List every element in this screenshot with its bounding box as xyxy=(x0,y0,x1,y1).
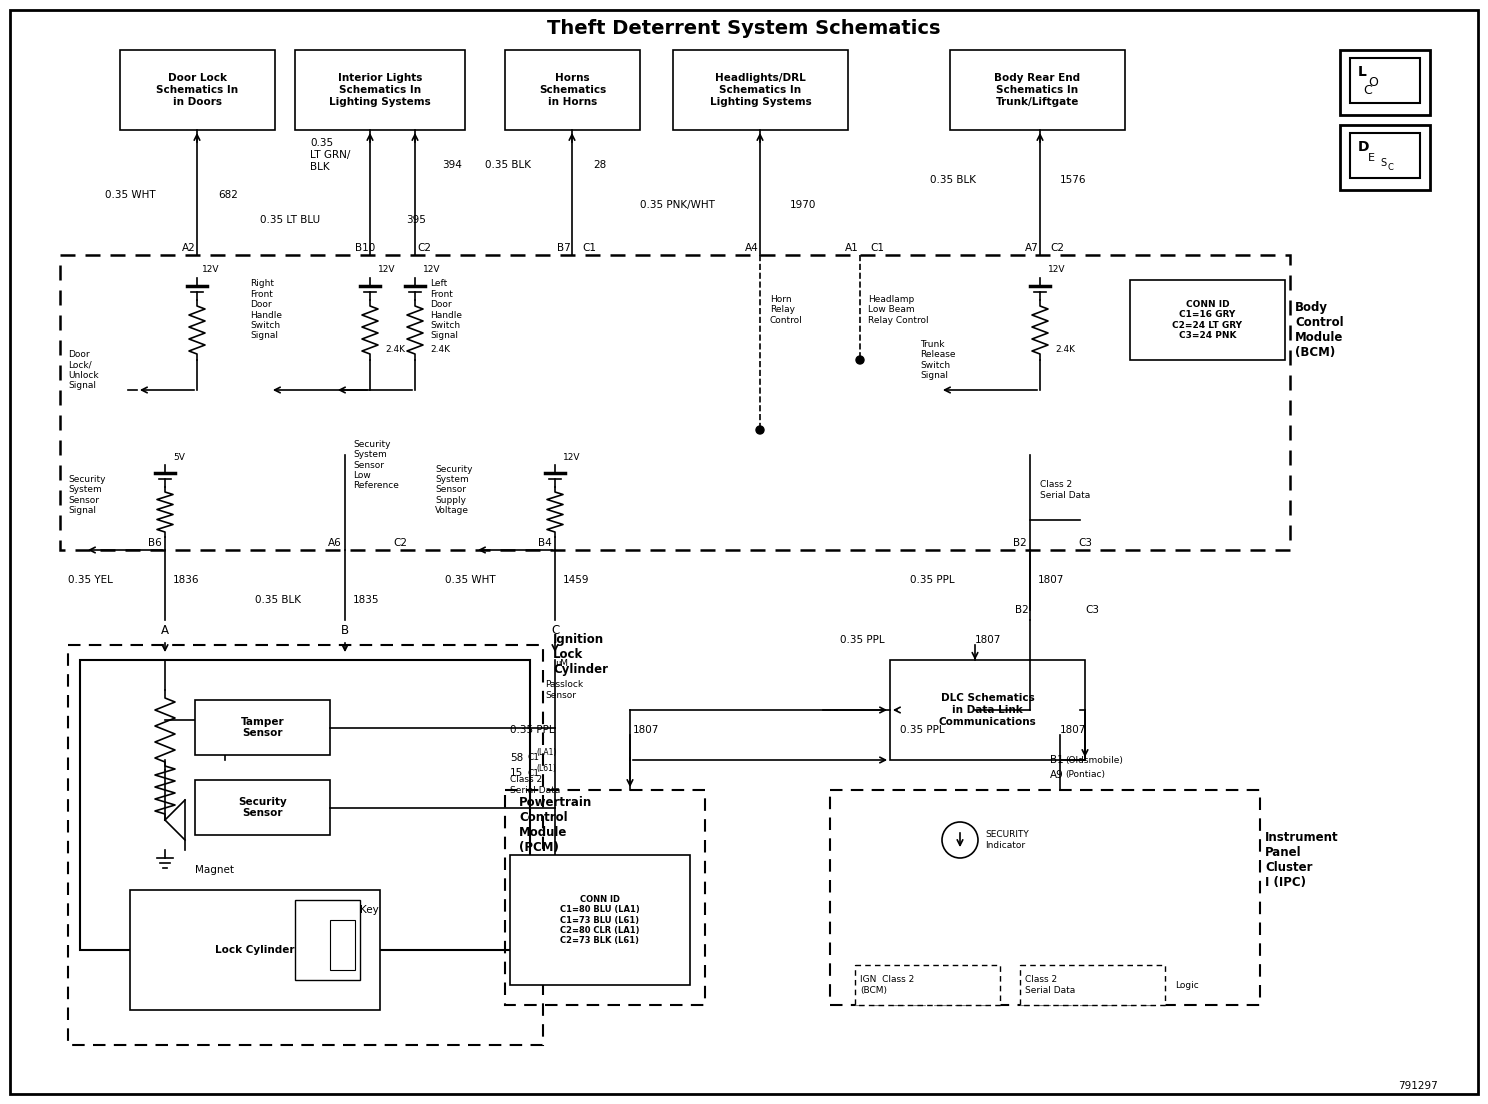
Circle shape xyxy=(756,426,763,434)
Text: C3: C3 xyxy=(1085,605,1100,615)
Bar xyxy=(1350,132,1420,178)
Text: 0.35 PPL: 0.35 PPL xyxy=(900,725,945,735)
Text: B6: B6 xyxy=(149,538,162,548)
Text: 2.4K: 2.4K xyxy=(1055,346,1074,354)
Text: E: E xyxy=(1367,153,1375,163)
Text: C2: C2 xyxy=(393,538,408,548)
Text: (Oldsmobile): (Oldsmobile) xyxy=(1065,755,1123,764)
Text: ᴜM: ᴜM xyxy=(555,658,568,668)
Text: 5V: 5V xyxy=(173,454,185,463)
Text: A7: A7 xyxy=(1025,243,1039,253)
Bar xyxy=(195,781,330,835)
Text: 1459: 1459 xyxy=(562,575,589,585)
Text: B2: B2 xyxy=(1015,605,1028,615)
Text: A2: A2 xyxy=(182,243,196,253)
Text: Door
Lock/
Unlock
Signal: Door Lock/ Unlock Signal xyxy=(68,350,98,390)
Text: 1835: 1835 xyxy=(353,595,379,605)
Text: B: B xyxy=(341,624,350,637)
Bar xyxy=(129,890,379,1010)
Text: 1576: 1576 xyxy=(1059,176,1086,185)
Text: 394: 394 xyxy=(442,160,461,170)
Text: Left
Front
Door
Handle
Switch
Signal: Left Front Door Handle Switch Signal xyxy=(430,279,461,340)
Text: 395: 395 xyxy=(406,215,426,225)
Bar xyxy=(295,900,360,980)
Text: 0.35 BLK: 0.35 BLK xyxy=(254,595,301,605)
Text: 791297: 791297 xyxy=(1399,1081,1437,1091)
Text: 1807: 1807 xyxy=(1039,575,1064,585)
Text: Trunk
Release
Switch
Signal: Trunk Release Switch Signal xyxy=(920,340,955,380)
Bar xyxy=(949,50,1125,130)
Text: 1836: 1836 xyxy=(173,575,199,585)
Text: Horns
Schematics
in Horns: Horns Schematics in Horns xyxy=(539,73,606,107)
Text: 0.35 PPL: 0.35 PPL xyxy=(841,635,885,645)
Bar xyxy=(1341,50,1430,115)
Bar xyxy=(504,50,640,130)
Text: A: A xyxy=(161,624,170,637)
Text: Key: Key xyxy=(360,905,379,915)
Text: 58: 58 xyxy=(510,753,524,763)
Text: 0.35 PPL: 0.35 PPL xyxy=(911,575,955,585)
Text: DLC Schematics
in Data Link
Communications: DLC Schematics in Data Link Communicatio… xyxy=(939,693,1036,726)
Bar xyxy=(295,50,464,130)
Text: A9: A9 xyxy=(1051,769,1064,781)
Text: 0.35 PNK/WHT: 0.35 PNK/WHT xyxy=(640,200,714,210)
Text: SECURITY
Indicator: SECURITY Indicator xyxy=(985,830,1028,850)
Text: C1: C1 xyxy=(582,243,597,253)
Text: A1: A1 xyxy=(845,243,859,253)
Bar xyxy=(673,50,848,130)
Text: 12V: 12V xyxy=(1048,265,1065,275)
Text: C1: C1 xyxy=(870,243,884,253)
Bar xyxy=(1129,280,1286,360)
Text: 0.35 YEL: 0.35 YEL xyxy=(68,575,113,585)
Text: (L61): (L61) xyxy=(536,764,557,773)
Text: 1970: 1970 xyxy=(790,200,817,210)
Text: Headlamp
Low Beam
Relay Control: Headlamp Low Beam Relay Control xyxy=(868,295,929,325)
Text: C: C xyxy=(551,624,559,637)
Text: Class 2
Serial Data: Class 2 Serial Data xyxy=(510,775,561,795)
Text: 1807: 1807 xyxy=(632,725,659,735)
Text: CONN ID
C1=16 GRY
C2=24 LT GRY
C3=24 PNK: CONN ID C1=16 GRY C2=24 LT GRY C3=24 PNK xyxy=(1173,300,1242,340)
Text: A4: A4 xyxy=(745,243,759,253)
Text: Magnet: Magnet xyxy=(195,866,234,875)
Text: 0.35 WHT: 0.35 WHT xyxy=(445,575,496,585)
Text: 12V: 12V xyxy=(202,265,220,275)
Text: Passlock
Sensor: Passlock Sensor xyxy=(545,680,583,700)
Text: C1: C1 xyxy=(527,754,539,763)
Text: 0.35 BLK: 0.35 BLK xyxy=(930,176,976,185)
Text: 0.35 PPL: 0.35 PPL xyxy=(510,725,555,735)
Bar xyxy=(1350,59,1420,103)
Text: CONN ID
C1=80 BLU (LA1)
C1=73 BLU (L61)
C2=80 CLR (LA1)
C2=73 BLK (L61): CONN ID C1=80 BLU (LA1) C1=73 BLU (L61) … xyxy=(559,894,640,945)
Text: Lock Cylinder: Lock Cylinder xyxy=(216,945,295,955)
Text: A6: A6 xyxy=(329,538,342,548)
Text: (Pontiac): (Pontiac) xyxy=(1065,771,1106,779)
Bar xyxy=(68,645,543,1045)
Text: IGN  Class 2
(BCM): IGN Class 2 (BCM) xyxy=(860,975,914,995)
Bar xyxy=(80,660,530,951)
Text: Body
Control
Module
(BCM): Body Control Module (BCM) xyxy=(1295,301,1344,359)
Text: Tamper
Sensor: Tamper Sensor xyxy=(241,716,284,739)
Text: 2.4K: 2.4K xyxy=(430,346,449,354)
Bar xyxy=(856,965,1000,1005)
Text: Security
System
Sensor
Signal: Security System Sensor Signal xyxy=(68,475,106,516)
Text: B7: B7 xyxy=(557,243,571,253)
Bar xyxy=(830,790,1260,1005)
Text: 12V: 12V xyxy=(562,454,580,463)
Bar xyxy=(1019,965,1165,1005)
Text: 0.35
LT GRN/
BLK: 0.35 LT GRN/ BLK xyxy=(310,138,350,171)
Text: Theft Deterrent System Schematics: Theft Deterrent System Schematics xyxy=(548,19,940,38)
Text: Powertrain
Control
Module
(PCM): Powertrain Control Module (PCM) xyxy=(519,796,592,854)
Text: Ignition
Lock
Cylinder: Ignition Lock Cylinder xyxy=(554,634,609,677)
Bar xyxy=(60,255,1290,550)
Text: B4: B4 xyxy=(539,538,552,548)
Text: Door Lock
Schematics In
in Doors: Door Lock Schematics In in Doors xyxy=(156,73,238,107)
Text: Security
Sensor: Security Sensor xyxy=(238,797,287,818)
Text: 12V: 12V xyxy=(423,265,440,275)
Text: D: D xyxy=(1359,140,1369,153)
Text: Body Rear End
Schematics In
Trunk/Liftgate: Body Rear End Schematics In Trunk/Liftga… xyxy=(994,73,1080,107)
Bar xyxy=(1341,125,1430,190)
Text: C: C xyxy=(1387,162,1393,171)
Text: 12V: 12V xyxy=(378,265,396,275)
Bar xyxy=(510,854,690,985)
Bar xyxy=(330,920,356,970)
Text: 15: 15 xyxy=(510,768,524,778)
